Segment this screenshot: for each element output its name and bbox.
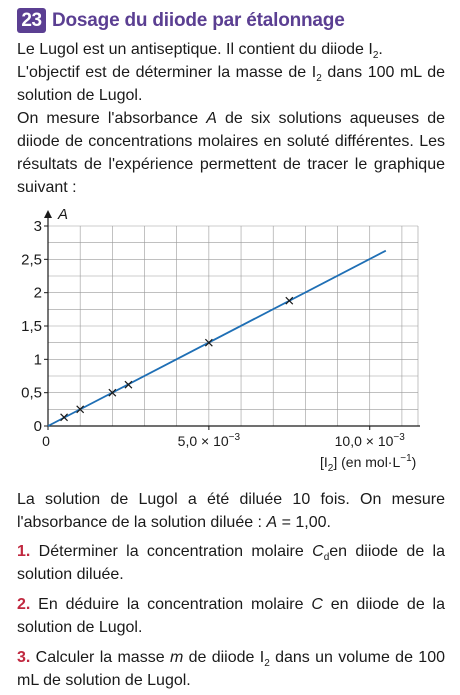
intro-paragraph: Le Lugol est un antiseptique. Il contien… xyxy=(17,38,445,107)
y-tick-label: 1,5 xyxy=(21,318,42,335)
intro-objective: L'objectif est de déterminer la masse de… xyxy=(17,64,317,81)
intro-objective-subscript: 2 xyxy=(316,73,322,85)
exercise-title: Dosage du diiode par étalonnage xyxy=(52,9,345,31)
question-3-text-mid: de diiode I xyxy=(183,649,265,666)
method-paragraph: On mesure l'absorbance A de six solution… xyxy=(17,107,445,199)
y-axis-arrow xyxy=(44,210,52,218)
question-1-text-b: en diiode de la solution diluée. xyxy=(17,543,445,583)
question-1-number: 1. xyxy=(17,543,31,560)
data-point-stroke xyxy=(124,380,133,389)
exercise-number-badge: 23 xyxy=(17,8,46,33)
y-tick-label: 1 xyxy=(34,351,42,368)
closing-variable: A xyxy=(266,514,278,531)
question-3-text-b: dans un volume de 100 mL de solution de … xyxy=(17,649,446,689)
fit-line xyxy=(47,249,387,427)
closing-paragraph: La solution de Lugol a été diluée 10 foi… xyxy=(17,488,445,534)
question-2: 2. En déduire la concentration molaire C… xyxy=(17,593,445,639)
y-tick-label: 2,5 xyxy=(21,251,42,268)
x-axis-label: [I2] (en mol·L−1) xyxy=(320,453,416,474)
data-point xyxy=(124,380,133,389)
y-tick-label: 2 xyxy=(34,285,42,302)
intro-objective-end: dans 100 mL de solution de Lugol. xyxy=(17,64,446,104)
x-tick-label: 10,0 × 10−3 xyxy=(335,432,406,449)
method-text-a: On mesure l'absorbance xyxy=(17,110,207,127)
exercise-header: 23 Dosage du diiode par étalonnage xyxy=(17,8,345,33)
question-2-text-b: en diiode de la solution de Lugol. xyxy=(17,596,446,636)
closing-text-a: La solution de Lugol a été diluée 10 foi… xyxy=(17,491,445,531)
y-tick-label: 0,5 xyxy=(21,385,42,402)
question-3-number: 3. xyxy=(17,649,31,666)
question-1-variable: C xyxy=(312,543,324,560)
chart-tick-labels: 0 0,5 1 1,5 2 2,5 3 0 5,0 × 10−3 10,0 × 10−3 xyxy=(21,218,405,449)
chart-grid xyxy=(48,225,419,426)
question-3-subscript: 2 xyxy=(264,658,270,670)
closing-text-b: = 1,00. xyxy=(277,514,331,531)
question-1-subscript: d xyxy=(323,552,330,564)
intro-line-1-subscript: 2 xyxy=(372,50,379,62)
method-variable: A xyxy=(206,110,217,127)
data-point xyxy=(204,338,213,347)
data-point xyxy=(76,405,85,414)
data-point-stroke xyxy=(108,388,117,397)
chart-points xyxy=(60,296,294,422)
question-3: 3. Calculer la masse m de diiode I2 dans… xyxy=(17,646,445,692)
question-2-text-a: En déduire la concentration molaire xyxy=(30,596,312,613)
data-point xyxy=(108,388,117,397)
intro-line-1-end: . xyxy=(378,41,383,58)
y-tick-label: 0 xyxy=(34,418,42,435)
data-point xyxy=(60,413,69,422)
calibration-chart: 0 0,5 1 1,5 2 2,5 3 0 5,0 × 10−3 10,0 × 10−3 A [I… xyxy=(21,206,420,474)
chart-fit-line xyxy=(47,249,387,427)
x-tick-label: 5,0 × 10−3 xyxy=(178,432,241,449)
question-2-variable: C xyxy=(311,596,323,613)
data-point xyxy=(285,296,294,305)
y-tick-label: 3 xyxy=(34,218,42,235)
question-3-variable: m xyxy=(169,649,184,666)
method-text-b: de six solutions aqueuses de diiode de c… xyxy=(17,110,445,196)
data-point-stroke xyxy=(60,413,69,422)
intro-line-1: Le Lugol est un antiseptique. Il contien… xyxy=(17,41,373,58)
y-axis-label: A xyxy=(57,206,68,223)
question-2-number: 2. xyxy=(17,596,31,613)
data-point-stroke xyxy=(285,296,294,305)
data-point-stroke xyxy=(204,338,213,347)
question-3-text-a: Calculer la masse xyxy=(30,649,170,666)
chart-axes xyxy=(44,210,420,430)
question-1: 1. Déterminer la concentration molaire C… xyxy=(17,540,445,586)
x-tick-label: 0 xyxy=(42,433,50,449)
question-1-text-a: Déterminer la concentration molaire xyxy=(30,543,313,560)
data-point-stroke xyxy=(76,405,85,414)
